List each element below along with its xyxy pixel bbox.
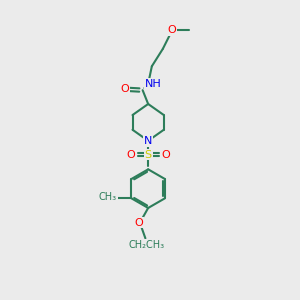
- Text: CH₃: CH₃: [99, 192, 117, 203]
- Text: CH₂CH₃: CH₂CH₃: [128, 240, 164, 250]
- Text: O: O: [121, 84, 130, 94]
- Text: O: O: [127, 150, 135, 160]
- Text: O: O: [135, 218, 143, 228]
- Text: N: N: [144, 136, 152, 146]
- Text: O: O: [161, 150, 170, 160]
- Text: NH: NH: [145, 79, 162, 89]
- Text: S: S: [145, 150, 152, 160]
- Text: O: O: [168, 26, 176, 35]
